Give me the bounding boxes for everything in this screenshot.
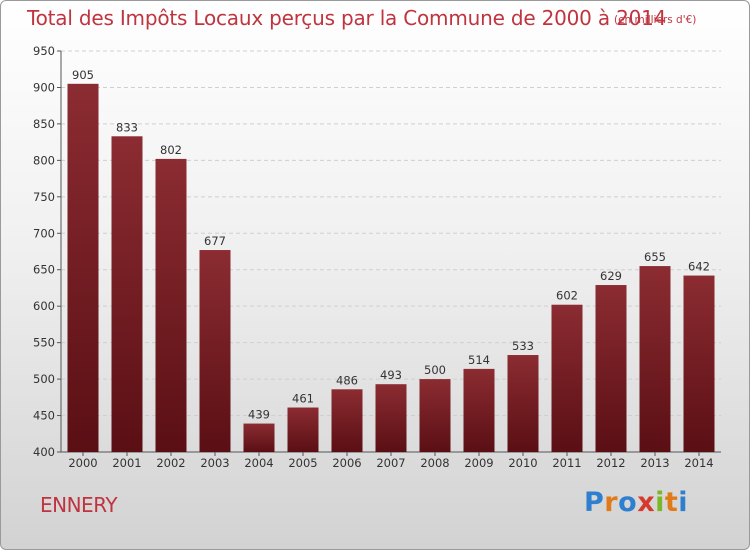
bar-2003	[199, 250, 231, 452]
x-tick-label: 2000	[68, 456, 97, 470]
value-label: 602	[556, 289, 578, 303]
y-tick-label: 950	[33, 44, 55, 58]
x-tick-label: 2012	[596, 456, 625, 470]
x-tick-label: 2008	[420, 456, 449, 470]
value-label: 486	[336, 373, 358, 387]
bar-2004	[243, 423, 275, 452]
x-tick-label: 2004	[244, 456, 273, 470]
axes: 400 450 500 550 600 650 700 750 800 850 900 950 2000…	[33, 44, 721, 470]
bar-2000	[67, 83, 99, 453]
value-label: 802	[160, 143, 182, 157]
value-label: 655	[644, 250, 666, 264]
bar-2009	[463, 368, 495, 452]
bar-2005	[287, 407, 319, 452]
y-tick-label: 550	[33, 336, 55, 350]
value-label: 905	[72, 68, 94, 82]
bar-2011	[551, 304, 583, 452]
x-tick-label: 2002	[156, 456, 185, 470]
x-tick-label: 2005	[288, 456, 317, 470]
value-label: 493	[380, 368, 402, 382]
bar-2008	[419, 379, 451, 452]
logo-letter: i	[655, 487, 665, 518]
value-label: 500	[424, 363, 446, 377]
value-label: 833	[116, 120, 138, 134]
logo-letter: i	[678, 487, 689, 518]
y-tick-label: 900	[33, 80, 55, 94]
chart-subtitle: (en milliers d'€)	[614, 14, 697, 26]
x-tick-label: 2007	[376, 456, 405, 470]
bar-2013	[639, 266, 671, 452]
logo-letter: P	[584, 487, 605, 518]
logo-letter: o	[618, 487, 638, 518]
y-tick-label: 400	[33, 445, 55, 459]
commune-name: ENNERY	[40, 493, 118, 517]
logo-letter: t	[664, 487, 679, 518]
x-tick-label: 2001	[112, 456, 141, 470]
bar-2007	[375, 384, 407, 452]
y-tick-label: 750	[33, 190, 55, 204]
bar-2002	[155, 158, 187, 452]
x-tick-label: 2006	[332, 456, 361, 470]
y-tick-label: 850	[33, 117, 55, 131]
value-label: 677	[204, 234, 226, 248]
logo-letter: r	[604, 487, 619, 518]
x-tick-label: 2011	[552, 456, 581, 470]
value-label: 461	[292, 392, 314, 406]
chart-title: Total des Impôts Locaux perçus par la Co…	[27, 6, 667, 30]
bar-2010	[507, 355, 539, 452]
y-tick-label: 450	[33, 409, 55, 423]
y-tick-label: 650	[33, 263, 55, 277]
x-tick-label: 2013	[640, 456, 669, 470]
x-tick-label: 2010	[508, 456, 537, 470]
proxiti-logo: Proxiti	[584, 487, 688, 518]
value-label: 514	[468, 353, 490, 367]
value-label: 533	[512, 339, 534, 353]
y-tick-label: 800	[33, 153, 55, 167]
bars: 905 833 802 677 439 461 486 493 500 514 533 602 629 6…	[67, 68, 715, 453]
x-tick-label: 2003	[200, 456, 229, 470]
bar-2006	[331, 389, 363, 452]
y-tick-label: 700	[33, 226, 55, 240]
y-tick-label: 500	[33, 372, 55, 386]
bar-2001	[111, 136, 143, 452]
value-label: 642	[688, 260, 710, 274]
y-tick-label: 600	[33, 299, 55, 313]
x-tick-label: 2014	[684, 456, 713, 470]
value-label: 439	[248, 408, 270, 422]
bar-2012	[595, 285, 627, 452]
logo-letter: x	[637, 487, 656, 518]
x-tick-label: 2009	[464, 456, 493, 470]
bar-2014	[683, 275, 715, 452]
value-label: 629	[600, 269, 622, 283]
